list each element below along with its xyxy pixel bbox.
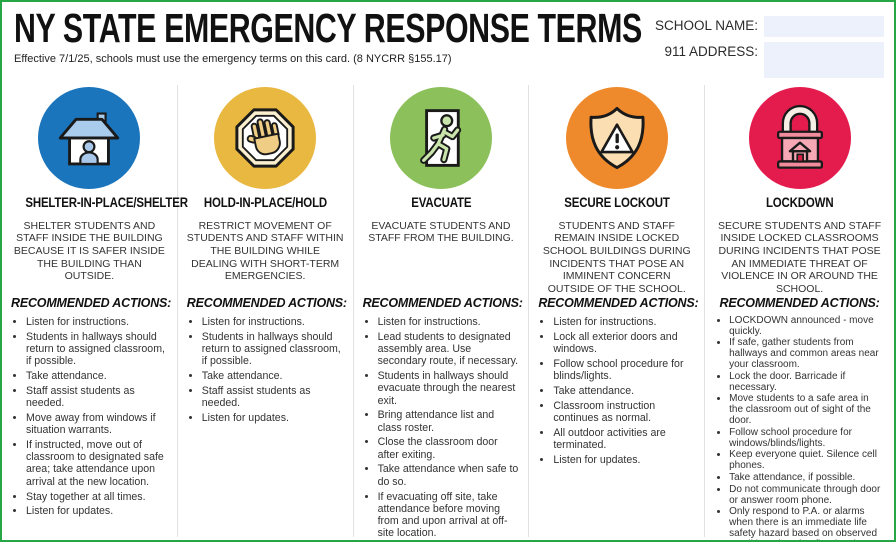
action-item: Listen for updates. <box>202 412 344 424</box>
column-title: LOCKDOWN <box>765 195 834 210</box>
school-name-label: SCHOOL NAME: <box>654 18 758 33</box>
term-columns: SHELTER-IN-PLACE/SHELTER SHELTER STUDENT… <box>2 85 894 540</box>
address-row: 911 ADDRESS: <box>622 42 884 78</box>
school-name-row: SCHOOL NAME: <box>622 16 884 37</box>
action-item: Listen for instructions. <box>378 316 520 328</box>
action-item: Keep everyone quiet. Silence cell phones… <box>729 450 885 472</box>
actions-list: Listen for instructions. Students in hall… <box>187 316 344 424</box>
actions-list: Listen for instructions. Lead students to… <box>363 316 520 540</box>
column-title: SECURE LOCKOUT <box>564 195 670 210</box>
page-title: NY STATE EMERGENCY RESPONSE TERMS <box>14 5 642 51</box>
action-item: Take attendance. <box>26 370 168 382</box>
action-item: Take attendance. <box>553 385 695 397</box>
recommended-actions-heading: RECOMMENDED ACTIONS: <box>538 295 699 310</box>
house-icon <box>38 87 141 189</box>
action-item: Bring attendance list and class roster. <box>378 409 520 434</box>
action-item: Staff assist students as needed. <box>26 385 168 410</box>
padlock-icon <box>748 87 851 189</box>
action-item: Lock all exterior doors and windows. <box>553 331 695 356</box>
action-item: Follow school procedure for blinds/light… <box>553 358 695 383</box>
actions-list: Listen for instructions. Students in hall… <box>11 316 168 518</box>
column-description: SHELTER STUDENTS AND STAFF INSIDE THE BU… <box>13 219 165 283</box>
column-description: SECURE STUDENTS AND STAFF INSIDE LOCKED … <box>717 219 882 295</box>
header: NY STATE EMERGENCY RESPONSE TERMS Effect… <box>2 2 894 83</box>
action-item: Lead students to designated assembly are… <box>378 331 520 368</box>
column-title: EVACUATE <box>410 195 471 210</box>
hand-stop-icon <box>214 87 317 189</box>
action-item: Students in hallways should return to as… <box>26 331 168 368</box>
school-name-input[interactable] <box>764 16 884 37</box>
column-evacuate: EVACUATE EVACUATE STUDENTS AND STAFF FRO… <box>354 85 530 539</box>
action-item: Lock the door. Barricade if necessary. <box>729 371 885 394</box>
column-secure-lockout: SECURE LOCKOUT STUDENTS AND STAFF REMAIN… <box>529 85 706 537</box>
recommended-actions-heading: RECOMMENDED ACTIONS: <box>719 295 880 310</box>
column-description: EVACUATE STUDENTS AND STAFF FROM THE BUI… <box>368 219 514 245</box>
action-item: Students in hallways should evacuate thr… <box>378 370 520 407</box>
column-shelter-in-place: SHELTER-IN-PLACE/SHELTER SHELTER STUDENT… <box>2 85 188 537</box>
column-lockdown: LOCKDOWN SECURE STUDENTS AND STAFF INSID… <box>705 85 894 540</box>
action-item: Take attendance when safe to do so. <box>378 463 520 488</box>
action-item: Move away from windows if situation warr… <box>26 412 168 437</box>
action-item: Listen for instructions. <box>26 316 168 328</box>
action-item: Listen for instructions. <box>553 316 695 328</box>
school-info: SCHOOL NAME: 911 ADDRESS: <box>622 8 884 83</box>
action-item: Follow school procedure for windows/blin… <box>729 427 885 450</box>
action-item: LOCKDOWN announced - move quickly. <box>729 315 885 338</box>
action-item: Listen for updates. <box>26 505 168 517</box>
action-item: If safe, gather students from hallways a… <box>729 337 885 370</box>
action-item: Take attendance. <box>202 370 344 382</box>
effective-date-note: Effective 7/1/25, schools must use the e… <box>14 52 452 65</box>
address-input[interactable] <box>764 42 884 78</box>
column-description: STUDENTS AND STAFF REMAIN INSIDE LOCKED … <box>542 219 691 295</box>
action-item: Move students to a safe area in the clas… <box>729 393 885 426</box>
action-item: Listen for updates. <box>553 454 695 466</box>
action-item: Staff assist students as needed. <box>202 385 344 410</box>
recommended-actions-heading: RECOMMENDED ACTIONS: <box>362 295 523 310</box>
action-item: Students in hallways should return to as… <box>202 331 344 368</box>
action-item: Do not communicate through door or answe… <box>729 484 885 507</box>
shield-warning-icon <box>565 87 668 189</box>
exit-door-running-icon <box>389 87 492 189</box>
column-title: HOLD-IN-PLACE/HOLD <box>203 195 327 210</box>
column-title: SHELTER-IN-PLACE/SHELTER <box>25 195 188 210</box>
recommended-actions-heading: RECOMMENDED ACTIONS: <box>186 295 347 310</box>
column-hold-in-place: HOLD-IN-PLACE/HOLD RESTRICT MOVEMENT OF … <box>178 85 354 537</box>
action-item: If instructed, move out of classroom to … <box>26 439 168 488</box>
action-item: Close the classroom door after exiting. <box>378 436 520 461</box>
actions-list: LOCKDOWN announced - move quickly.If saf… <box>714 315 885 540</box>
action-item: Classroom instruction continues as norma… <box>553 400 695 425</box>
action-item: All outdoor activities are terminated. <box>553 427 695 452</box>
action-item: Stay together at all times. <box>26 491 168 503</box>
action-item: If evacuating off site, take attendance … <box>378 491 520 540</box>
column-description: RESTRICT MOVEMENT OF STUDENTS AND STAFF … <box>186 219 344 283</box>
title-block: NY STATE EMERGENCY RESPONSE TERMS Effect… <box>14 7 642 83</box>
action-item: Take attendance, if possible. <box>729 472 885 484</box>
recommended-actions-heading: RECOMMENDED ACTIONS: <box>11 295 172 310</box>
address-label: 911 ADDRESS: <box>664 44 758 59</box>
action-item: Listen for instructions. <box>202 316 344 328</box>
actions-list: Listen for instructions. Lock all exterio… <box>538 316 695 466</box>
action-item: Only respond to P.A. or alarms when ther… <box>729 506 885 540</box>
